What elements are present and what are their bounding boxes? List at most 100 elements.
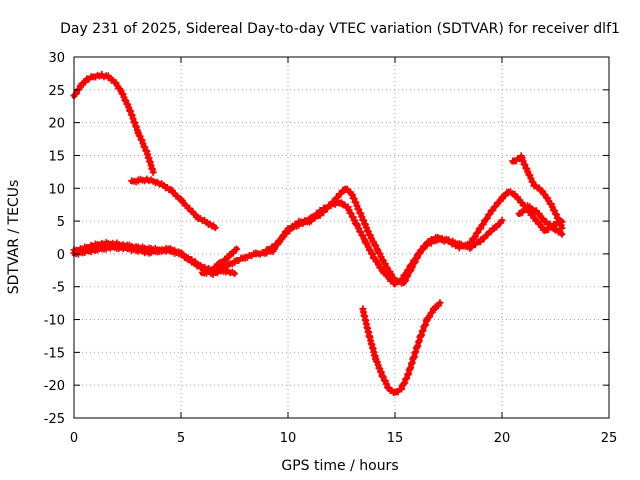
series-band [71, 72, 156, 175]
data-point [547, 200, 555, 208]
data-point [558, 224, 566, 232]
data-point [381, 377, 389, 385]
data-point [490, 203, 498, 211]
data-point [483, 214, 491, 222]
data-point [477, 225, 485, 233]
data-point [496, 197, 504, 205]
data-point [473, 229, 481, 237]
y-axis-label: SDTVAR / TECUs [6, 180, 22, 295]
data-point [521, 161, 529, 169]
data-point [279, 232, 287, 240]
data-point [466, 240, 474, 248]
y-tick-label: -25 [44, 412, 65, 427]
x-tick-label: 5 [177, 431, 185, 446]
data-point [134, 128, 142, 136]
data-point [379, 373, 387, 381]
data-point [417, 332, 425, 340]
data-point [331, 197, 339, 205]
data-point [141, 143, 149, 151]
data-point [355, 206, 363, 214]
data-point [553, 211, 561, 219]
data-point [548, 203, 556, 211]
y-tick-label: 25 [48, 84, 65, 99]
data-point [558, 230, 566, 238]
x-tick-label: 20 [494, 431, 511, 446]
y-tick-label: -20 [44, 379, 65, 394]
data-point [519, 157, 527, 165]
y-tick-label: 0 [57, 248, 65, 263]
data-point [424, 314, 432, 322]
data-point [402, 276, 410, 284]
y-tick-label: -15 [44, 346, 65, 361]
data-point [136, 132, 144, 140]
data-point [529, 178, 537, 186]
data-point [418, 245, 426, 253]
data-point [211, 224, 219, 232]
data-point [410, 259, 418, 267]
data-point [418, 327, 426, 335]
data-point [404, 272, 412, 280]
data-point [403, 273, 411, 281]
data-point [350, 195, 358, 203]
data-point [273, 241, 281, 249]
series-track-5 [198, 199, 506, 288]
data-point [360, 217, 368, 225]
data-point [417, 331, 425, 339]
data-point [412, 254, 420, 262]
x-tick-label: 0 [70, 431, 78, 446]
data-point [131, 119, 139, 127]
data-point [524, 167, 532, 175]
series-track-9 [515, 202, 566, 238]
data-layer [70, 70, 566, 396]
series-track-2 [128, 175, 219, 232]
data-point [397, 385, 405, 393]
data-point [362, 220, 370, 228]
y-tick-label: 10 [48, 182, 65, 197]
data-point [353, 202, 361, 210]
data-point [421, 321, 429, 329]
data-point [129, 115, 137, 123]
x-tick-label: 15 [387, 431, 404, 446]
x-axis-label: GPS time / hours [281, 458, 398, 474]
data-point [128, 111, 136, 119]
data-point [436, 299, 444, 307]
data-point [487, 207, 495, 215]
data-point [401, 277, 409, 285]
data-point [419, 326, 427, 334]
data-point [527, 174, 535, 182]
data-point [348, 191, 356, 199]
series-track-1 [70, 70, 157, 176]
x-tick-label: 25 [601, 431, 618, 446]
data-point [327, 201, 335, 209]
data-point [471, 233, 479, 241]
y-tick-label: -5 [52, 281, 65, 296]
chart-title: Day 231 of 2025, Sidereal Day-to-day VTE… [60, 21, 620, 37]
data-point [358, 213, 366, 221]
data-point [357, 210, 365, 218]
data-point [485, 211, 493, 219]
data-point [401, 379, 409, 387]
data-point [149, 168, 157, 176]
data-point [550, 207, 558, 215]
data-point [231, 270, 238, 278]
data-point [498, 216, 506, 224]
y-tick-label: -10 [44, 314, 65, 329]
data-point [402, 375, 410, 383]
x-tick-label: 10 [280, 431, 297, 446]
data-point [467, 239, 475, 247]
data-point [474, 228, 482, 236]
data-point [421, 322, 429, 330]
ticks: 30 25 20 15 10 5 0 -5 -10 -15 -20 -25 0 5 10 15 20 25 [44, 51, 618, 446]
series-track-7 [359, 299, 444, 396]
data-point [364, 228, 372, 236]
data-point [478, 221, 486, 229]
data-point [276, 236, 284, 244]
data-point [492, 202, 500, 210]
data-point [71, 90, 79, 98]
data-point [518, 154, 526, 162]
data-point [426, 313, 434, 321]
data-point [139, 139, 147, 147]
data-point [400, 380, 408, 388]
data-point [489, 206, 497, 214]
